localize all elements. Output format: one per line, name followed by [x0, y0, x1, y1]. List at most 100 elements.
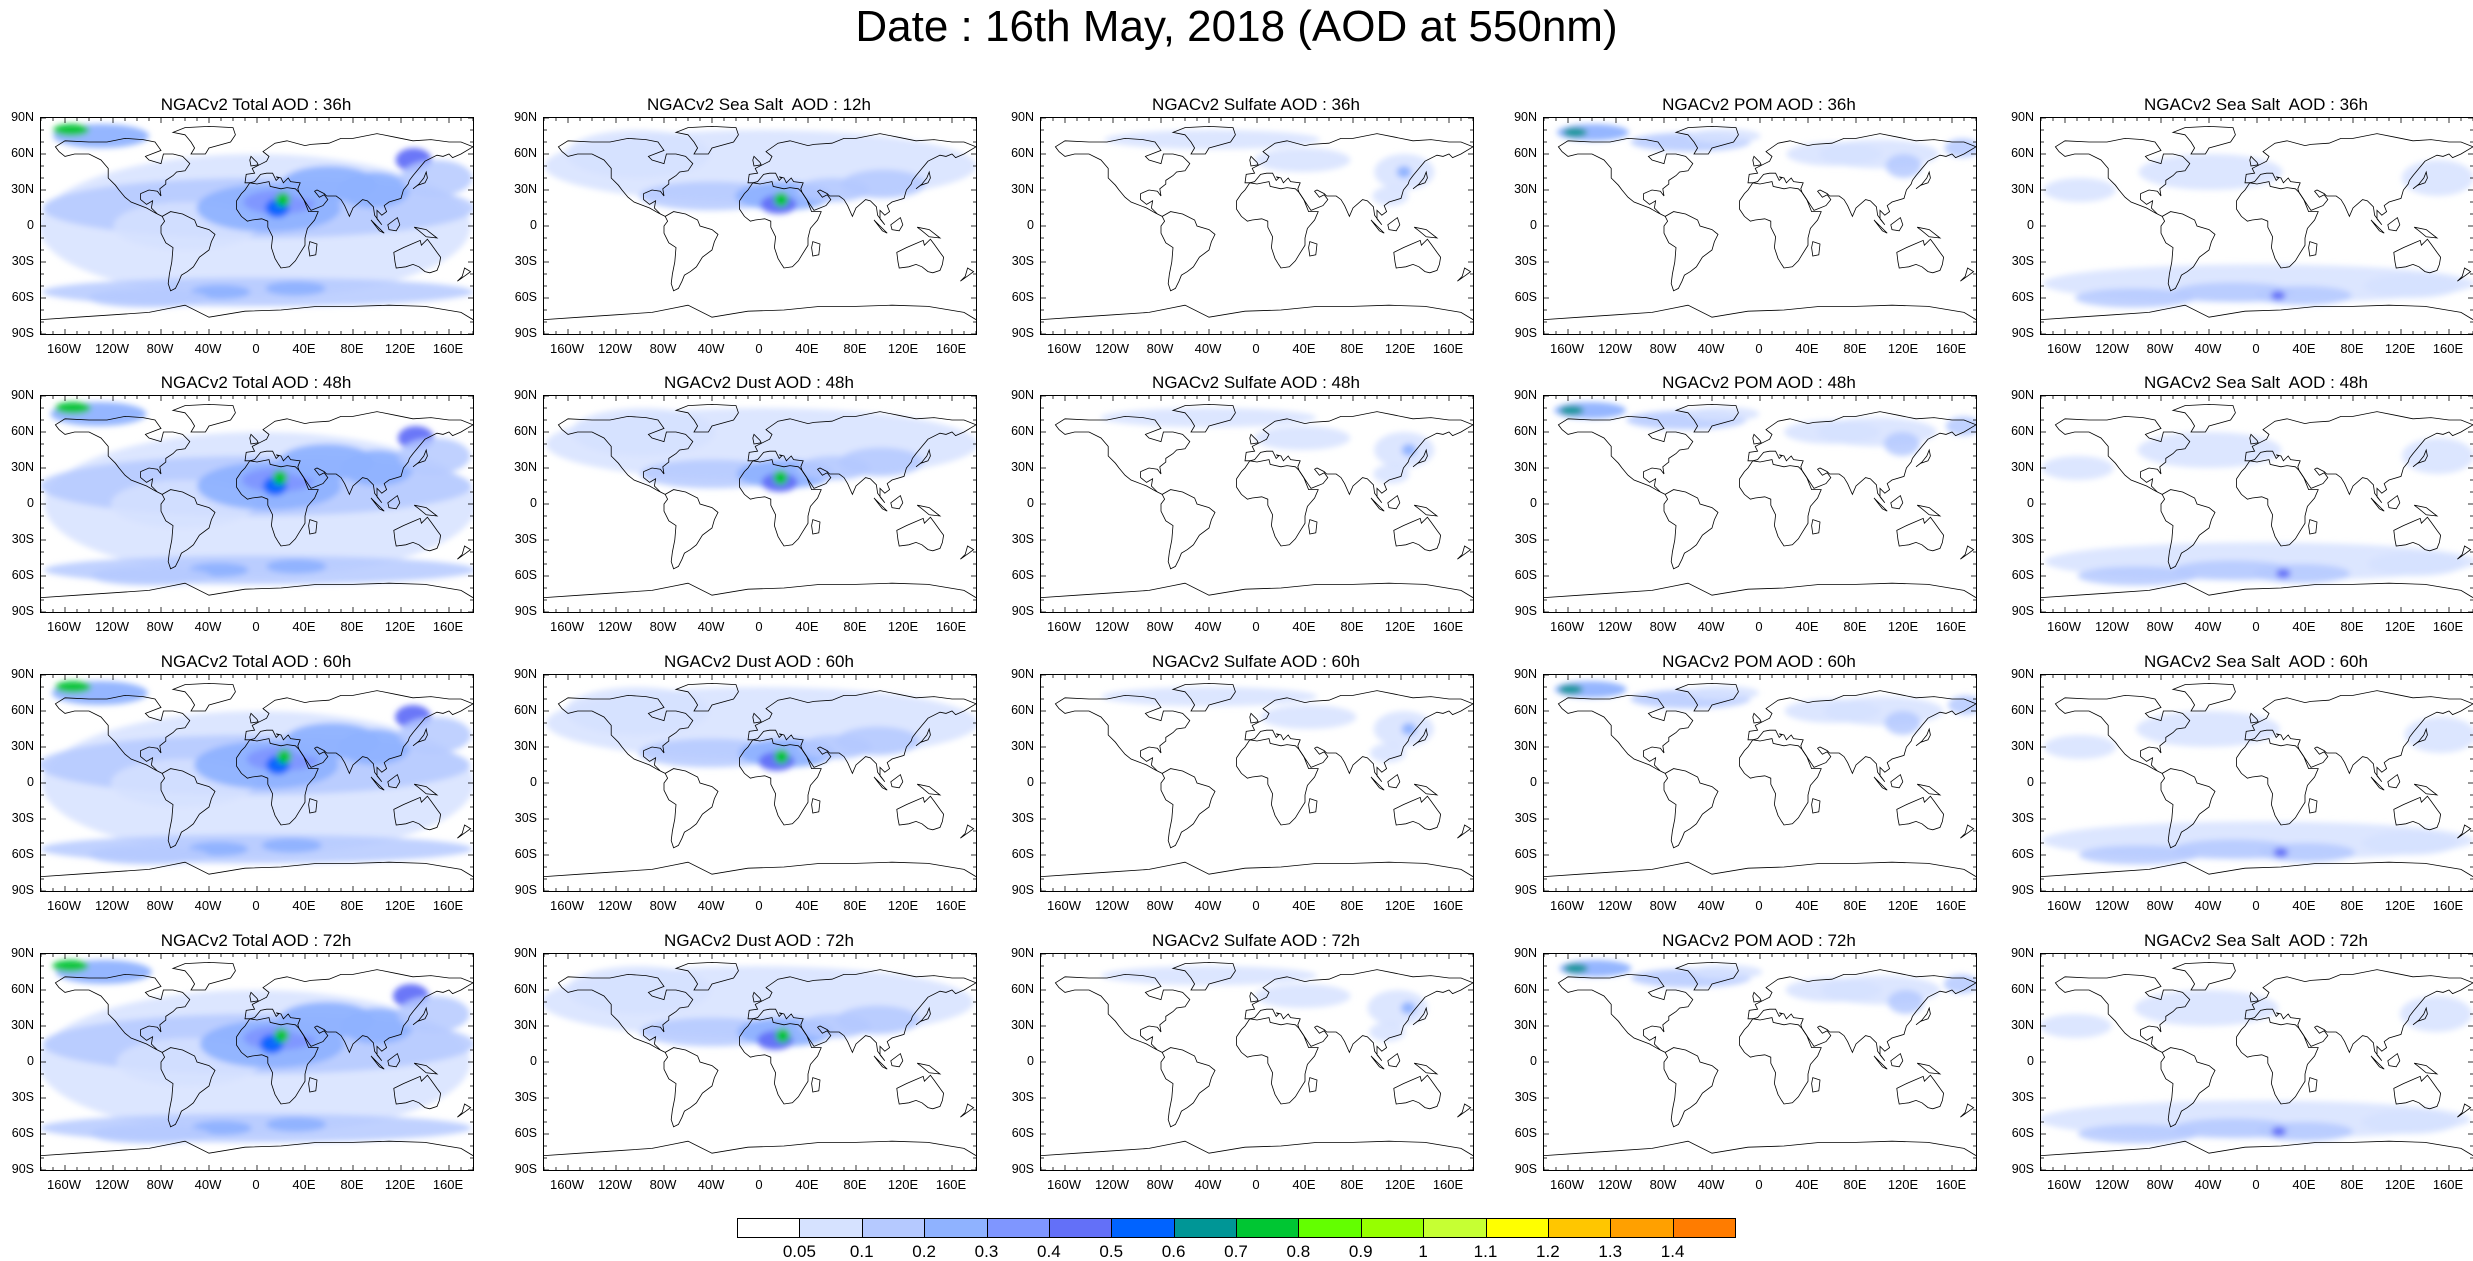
coastline — [674, 961, 739, 991]
lat-tick-label: 60S — [1011, 1126, 1034, 1140]
coastline — [1890, 216, 1904, 232]
aod-blob — [2273, 847, 2289, 858]
coastline — [896, 238, 945, 274]
lon-tick-label: 160W — [47, 1177, 81, 1192]
coastline — [916, 504, 942, 517]
tick-marks — [41, 954, 473, 1170]
coastline — [1308, 241, 1318, 257]
lon-tick-label: 80E — [843, 341, 867, 356]
coastline — [244, 969, 473, 1062]
colorbar-swatch — [1547, 1218, 1612, 1238]
coastline — [557, 137, 694, 217]
aod-blob — [1885, 154, 1922, 178]
coastline — [1393, 516, 1442, 552]
world-map — [41, 118, 473, 334]
world-map — [2041, 118, 2473, 334]
coastline — [2171, 125, 2236, 155]
coastline — [544, 582, 976, 598]
coastline — [960, 1103, 975, 1118]
lon-tick-label: 40E — [292, 619, 316, 634]
coastline — [890, 216, 904, 232]
lon-tick-label: 80W — [1146, 898, 1174, 913]
lat-tick-label: 30S — [514, 811, 537, 825]
coastline — [244, 133, 473, 226]
aod-blob — [2361, 1110, 2458, 1134]
lon-tick-label: 0 — [2252, 1177, 2260, 1192]
lon-tick-label: 40W — [1697, 341, 1725, 356]
coastline — [1896, 238, 1945, 274]
lon-tick-label: 160E — [1432, 1177, 1464, 1192]
panel-title: NGACv2 Sea Salt AOD : 12h — [647, 95, 871, 114]
tick-marks — [1041, 954, 1473, 1170]
coastline — [1370, 497, 1385, 512]
lon-tick-label: 120E — [2384, 341, 2416, 356]
map-frame — [1040, 674, 1474, 892]
coastline — [412, 727, 428, 747]
coastline — [1236, 181, 1319, 269]
lat-tick-label: 90N — [1011, 110, 1034, 124]
lon-tick-label: 160W — [2047, 898, 2081, 913]
coastlines — [2041, 961, 2473, 1156]
coastline — [1873, 219, 1888, 234]
coastline — [54, 137, 191, 217]
coastline — [544, 304, 976, 320]
lat-tick-label: 90S — [2011, 1162, 2034, 1176]
aod-field — [2042, 711, 2473, 865]
colorbar-swatch — [1298, 1218, 1362, 1238]
lon-tick-label: 40W — [194, 619, 222, 634]
coastline — [1160, 489, 1216, 570]
lon-tick-label: 160E — [935, 898, 967, 913]
lon-tick-label: 80E — [1340, 1177, 1364, 1192]
colorbar-tick-label: 0.1 — [849, 1242, 874, 1261]
coastline — [1674, 403, 1739, 433]
aod-blob — [274, 1028, 289, 1043]
lon-tick-label: 120E — [384, 1177, 416, 1192]
lat-tick-label: 0 — [1530, 218, 1537, 232]
coastline — [2457, 545, 2472, 560]
aod-blob — [2270, 290, 2286, 301]
aod-blob — [2044, 735, 2117, 759]
coastline — [663, 1047, 719, 1128]
aod-blob — [341, 450, 414, 486]
aod-blob — [2399, 996, 2472, 1032]
lat-tick-label: 30S — [1514, 254, 1537, 268]
coastline — [544, 861, 976, 877]
lon-tick-label: 160E — [432, 898, 464, 913]
coastline — [1915, 448, 1931, 468]
map-frame — [1543, 395, 1977, 613]
lat-tick-label: 30S — [1514, 811, 1537, 825]
aod-field — [546, 408, 976, 492]
lat-tick-label: 60S — [514, 568, 537, 582]
lon-tick-label: 40E — [2292, 898, 2316, 913]
lon-tick-label: 120E — [384, 898, 416, 913]
lon-tick-label: 40E — [1795, 341, 1819, 356]
map-frame — [543, 395, 977, 613]
coastline — [1457, 545, 1472, 560]
coastline — [2393, 238, 2442, 274]
coastline — [1916, 504, 1942, 517]
coastline — [747, 133, 976, 226]
aod-blob — [276, 749, 292, 764]
coastline — [747, 969, 976, 1062]
coastline — [2160, 489, 2216, 570]
lon-tick-label: 40E — [2292, 341, 2316, 356]
tick-marks — [1544, 675, 1976, 891]
lon-tick-label: 80W — [1146, 1177, 1174, 1192]
tick-marks — [1041, 396, 1473, 612]
colorbar-tick-label: 0.8 — [1286, 1242, 1311, 1261]
aod-blob — [1945, 416, 1976, 436]
lon-tick-label: 0 — [1755, 898, 1763, 913]
colorbar-swatch — [1485, 1218, 1549, 1238]
coastline — [457, 1103, 472, 1118]
lat-tick-label: 90S — [11, 604, 34, 618]
coastline — [2413, 226, 2439, 239]
coastline — [1739, 738, 1822, 826]
coastline — [412, 448, 428, 468]
coastlines — [41, 961, 473, 1156]
map-frame — [1543, 953, 1977, 1171]
lat-tick-label: 60S — [11, 847, 34, 861]
coastline — [54, 973, 191, 1053]
coastline — [387, 494, 401, 510]
coastline — [2244, 690, 2473, 783]
lat-tick-label: 90N — [1514, 388, 1537, 402]
